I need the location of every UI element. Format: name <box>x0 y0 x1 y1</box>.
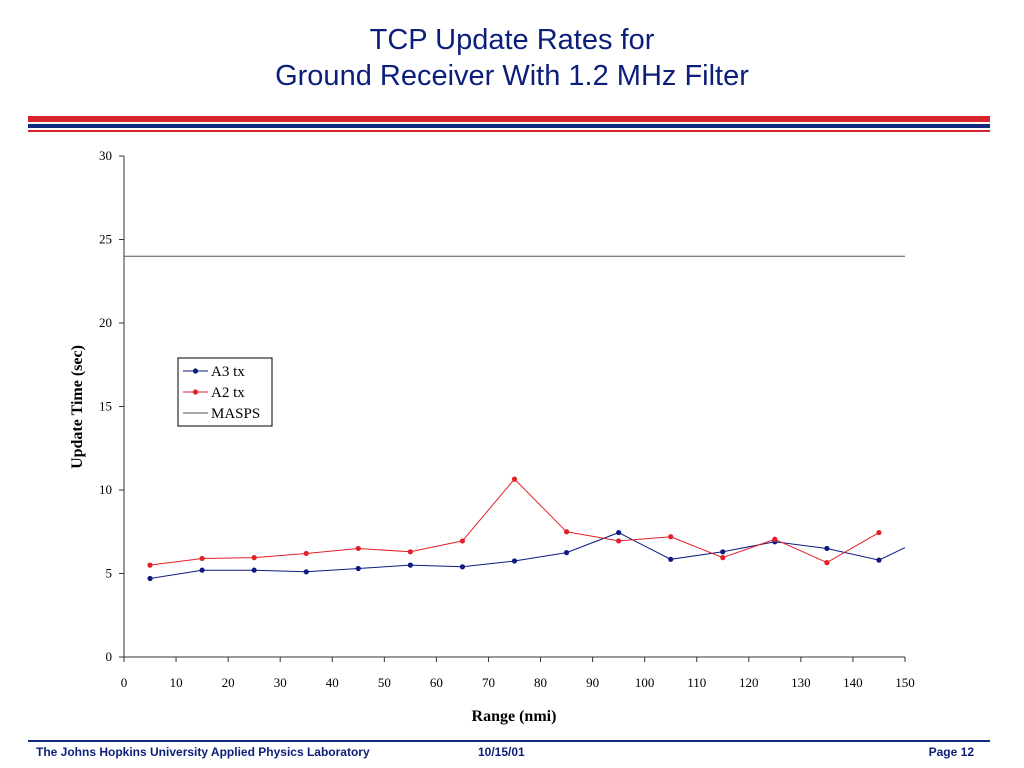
data-point-a3-tx <box>824 545 830 552</box>
x-tick-label: 40 <box>326 675 339 690</box>
data-point-a3-tx <box>355 565 361 572</box>
y-tick-label: 25 <box>99 232 112 247</box>
footer-date: 10/15/01 <box>478 745 525 759</box>
x-tick-label: 50 <box>378 675 391 690</box>
data-point-a2-tx <box>147 562 153 568</box>
legend-label-a3-tx: A3 tx <box>211 364 245 380</box>
footer-page-number: Page 12 <box>928 745 974 759</box>
y-tick-label: 15 <box>99 399 112 414</box>
x-tick-label: 70 <box>482 675 495 690</box>
x-tick-label: 60 <box>430 675 443 690</box>
slide-title: TCP Update Rates for Ground Receiver Wit… <box>0 22 1024 94</box>
y-tick-label: 20 <box>99 315 112 330</box>
data-point-a2-tx <box>251 555 257 561</box>
data-point-a3-tx <box>563 550 570 556</box>
data-point-a2-tx <box>772 536 778 542</box>
title-line-2: Ground Receiver With 1.2 MHz Filter <box>275 60 749 92</box>
x-tick-label: 30 <box>274 675 287 690</box>
data-point-a2-tx <box>720 555 726 561</box>
data-point-a2-tx <box>824 560 830 566</box>
data-point-a2-tx <box>355 545 361 552</box>
header-band-blue <box>28 124 990 128</box>
data-point-a3-tx <box>303 569 309 575</box>
data-point-a2-tx <box>668 534 674 540</box>
chart-legend: A3 tx A2 tx MASPS <box>177 357 273 427</box>
y-tick-label: 10 <box>99 482 112 497</box>
chart-axes: 0 5 10 15 20 25 30 0 10 20 30 40 50 60 70 80 90 100 110 120… <box>99 148 915 690</box>
data-point-a3-tx <box>720 549 726 555</box>
data-point-a3-tx <box>511 558 518 564</box>
x-tick-label: 10 <box>170 675 183 690</box>
x-tick-label: 0 <box>121 675 128 690</box>
x-tick-label: 140 <box>843 675 863 690</box>
data-point-a2-tx <box>876 529 882 536</box>
x-tick-label: 120 <box>739 675 759 690</box>
x-tick-label: 110 <box>687 675 706 690</box>
data-point-a3-tx <box>147 575 153 582</box>
legend-label-masps: MASPS <box>211 406 260 422</box>
legend-marker-a2-tx <box>192 389 199 395</box>
data-point-a3-tx <box>251 567 257 573</box>
series-line-a3-tx <box>149 532 906 579</box>
data-point-a3-tx <box>407 562 413 568</box>
data-point-a2-tx <box>407 549 413 555</box>
data-point-a2-tx <box>563 529 570 535</box>
x-tick-label: 150 <box>895 675 915 690</box>
data-point-a2-tx <box>199 555 205 562</box>
data-point-a3-tx <box>616 529 622 536</box>
header-band-red-thin <box>28 130 990 132</box>
legend-label-a2-tx: A2 tx <box>211 385 245 401</box>
data-point-a2-tx <box>616 538 622 544</box>
footer-rule <box>28 740 990 742</box>
x-tick-label: 100 <box>635 675 655 690</box>
x-axis-label: Range (nmi) <box>472 708 557 725</box>
title-line-1: TCP Update Rates for <box>369 24 655 56</box>
y-axis-label: Update Time (sec) <box>69 345 86 469</box>
y-tick-label: 30 <box>99 148 112 163</box>
data-point-a3-tx <box>459 564 466 570</box>
series-line-a2-tx <box>149 478 880 566</box>
data-point-a3-tx <box>876 557 882 563</box>
data-point-a2-tx <box>459 538 466 544</box>
x-tick-label: 80 <box>534 675 547 690</box>
x-tick-label: 90 <box>586 675 599 690</box>
y-tick-label: 5 <box>106 566 113 581</box>
x-tick-label: 130 <box>791 675 811 690</box>
x-tick-label: 20 <box>222 675 235 690</box>
chart-series <box>124 255 906 582</box>
data-point-a2-tx <box>303 550 309 557</box>
data-point-a2-tx <box>511 476 518 482</box>
y-tick-label: 0 <box>106 649 113 664</box>
footer-organization: The Johns Hopkins University Applied Phy… <box>36 745 370 759</box>
data-point-a3-tx <box>199 567 205 573</box>
legend-marker-a3-tx <box>192 368 199 374</box>
header-band-red <box>28 116 990 122</box>
data-point-a3-tx <box>668 556 674 562</box>
